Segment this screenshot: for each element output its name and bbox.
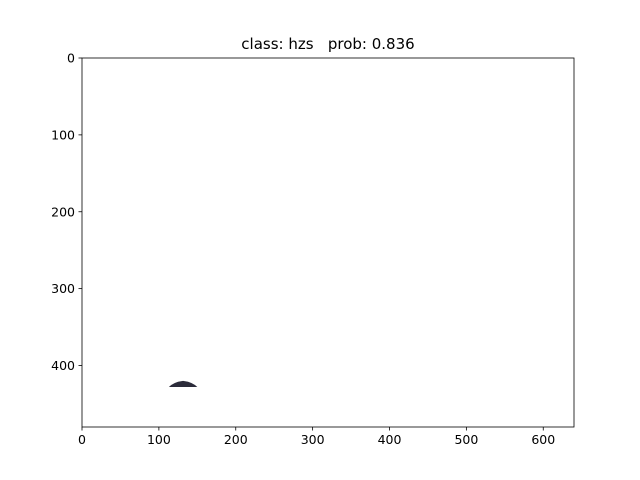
x-tick-label: 600 [531, 432, 555, 447]
y-axis: 0 100 200 300 400 [51, 51, 82, 373]
y-tick-label: 0 [67, 51, 75, 66]
x-tick-label: 100 [147, 432, 171, 447]
y-tick-label: 100 [51, 127, 75, 142]
y-tick-label: 400 [51, 358, 75, 373]
plot-area [82, 58, 574, 427]
x-tick-label: 0 [78, 432, 86, 447]
x-tick-label: 300 [301, 432, 325, 447]
axes-frame [81, 57, 575, 428]
image-layer [168, 380, 198, 388]
chart-title: class: hzs prob: 0.836 [241, 35, 414, 53]
y-tick-label: 300 [51, 281, 75, 296]
detected-object [168, 380, 198, 388]
x-tick-label: 200 [224, 432, 248, 447]
x-tick-label: 400 [378, 432, 402, 447]
x-tick-label: 500 [454, 432, 478, 447]
x-axis: 0 100 200 300 400 500 600 [78, 427, 555, 447]
y-tick-label: 200 [51, 204, 75, 219]
